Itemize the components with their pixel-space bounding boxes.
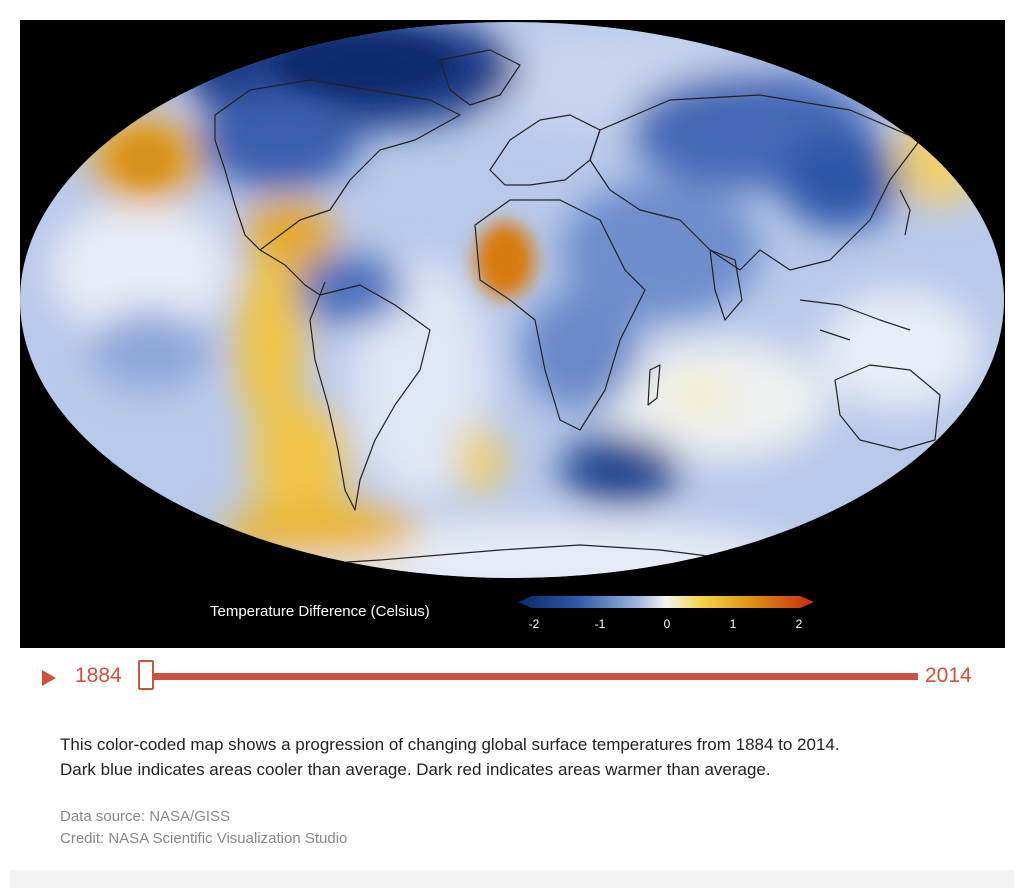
timeline-track[interactable] <box>148 673 918 680</box>
temperature-map-panel: Temperature Difference (Celsius) -2 -1 0… <box>20 20 1005 648</box>
legend-title: Temperature Difference (Celsius) <box>210 603 430 620</box>
credits: Data source: NASA/GISS Credit: NASA Scie… <box>60 806 347 850</box>
credit-text: Credit: NASA Scientific Visualization St… <box>60 830 348 847</box>
legend-tick-2: 2 <box>796 617 803 631</box>
caption-line-1: This color-coded map shows a progression… <box>60 735 840 754</box>
legend-tick-minus1: -1 <box>595 617 606 631</box>
color-scale-bar <box>518 596 814 608</box>
map-caption: This color-coded map shows a progression… <box>60 732 980 782</box>
legend-tick-1: 1 <box>730 617 737 631</box>
globe <box>20 22 1004 578</box>
caption-line-2: Dark blue indicates areas cooler than av… <box>60 760 771 779</box>
play-icon[interactable] <box>42 670 56 686</box>
temperature-map-svg: Temperature Difference (Celsius) -2 -1 0… <box>20 22 1004 631</box>
legend-tick-0: 0 <box>664 617 671 631</box>
timeline-slider-handle[interactable] <box>138 660 154 690</box>
legend-tick-minus2: -2 <box>529 617 540 631</box>
data-source-text: Data source: NASA/GISS <box>60 808 231 825</box>
bottom-bar <box>10 870 1014 888</box>
year-timeline: 1884 2014 <box>20 655 1005 699</box>
end-year-label: 2014 <box>925 664 972 687</box>
start-year-label: 1884 <box>75 664 122 687</box>
